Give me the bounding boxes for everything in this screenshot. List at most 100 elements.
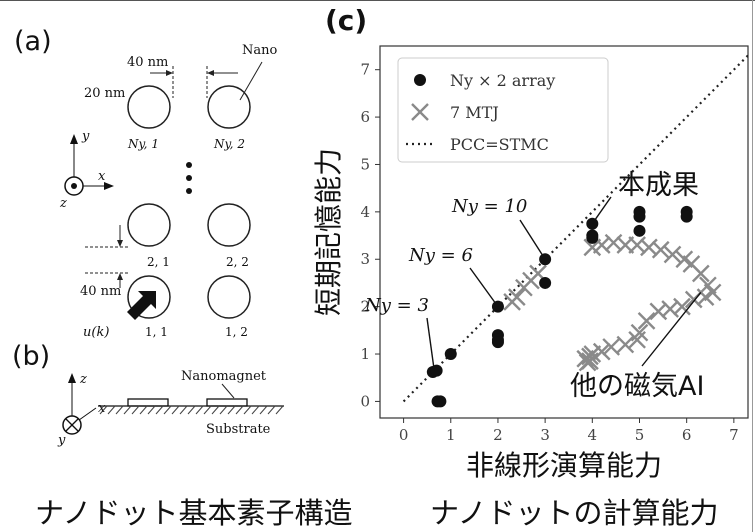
mtj-cross-stroke bbox=[651, 240, 670, 259]
legend-cross-icon bbox=[411, 103, 429, 121]
dim-40nm-left: 40 nm bbox=[80, 284, 121, 299]
dim-vert-arrowhead-top bbox=[117, 240, 123, 247]
axis-y-label-b: y bbox=[57, 433, 66, 448]
mtj-cross-stroke bbox=[673, 297, 691, 316]
y-tick-label: 5 bbox=[360, 155, 370, 173]
nanodot-1-2 bbox=[207, 275, 251, 319]
nanodot-1-1 bbox=[127, 275, 171, 319]
dim-vert-arrowhead-bottom bbox=[117, 273, 123, 280]
array-point bbox=[430, 364, 443, 377]
mtj-cross-stroke bbox=[592, 236, 611, 254]
x-tick-label: 7 bbox=[729, 426, 739, 444]
legend-label: 7 MTJ bbox=[450, 103, 499, 122]
dot-label-ny-2: Ny, 2 bbox=[213, 137, 245, 151]
annotation-label: 他の磁気AI bbox=[570, 371, 704, 402]
array-point bbox=[444, 348, 457, 361]
substrate-hatching bbox=[99, 405, 284, 415]
axis-z-out-dot bbox=[71, 183, 77, 189]
nanodot-ny-1 bbox=[127, 85, 171, 129]
input-label: u(k) bbox=[83, 325, 109, 340]
array-point bbox=[633, 224, 646, 237]
mtj-point-marker bbox=[616, 335, 635, 354]
y-tick-label: 6 bbox=[360, 108, 370, 126]
mtj-cross-stroke bbox=[602, 338, 621, 356]
annotation-label: Ny = 3 bbox=[364, 295, 429, 316]
mtj-point-marker bbox=[661, 300, 680, 318]
x-tick-label: 4 bbox=[588, 426, 598, 444]
input-arrow bbox=[127, 291, 156, 320]
axis-x-label: x bbox=[98, 169, 106, 184]
y-tick-label: 2 bbox=[360, 298, 370, 316]
x-axis-label: 非線形演算能力 bbox=[466, 449, 662, 482]
right-border bbox=[752, 0, 753, 532]
mtj-point-marker bbox=[651, 240, 670, 259]
dim-20nm: 20 nm bbox=[84, 86, 125, 101]
annotation-leader bbox=[641, 291, 702, 367]
array-point bbox=[680, 210, 693, 223]
nanodot-ny-2 bbox=[207, 85, 251, 129]
y-tick-label: 3 bbox=[360, 250, 370, 268]
x-tick-label: 1 bbox=[446, 426, 456, 444]
mtj-cross-stroke bbox=[581, 347, 599, 366]
mtj-cross-stroke bbox=[691, 264, 710, 283]
array-point bbox=[434, 395, 447, 408]
legend-label: PCC=STMC bbox=[450, 135, 549, 154]
array-point bbox=[491, 300, 504, 313]
legend-dot-icon bbox=[414, 74, 426, 86]
nanomagnet-2 bbox=[206, 398, 248, 407]
annotation-label: 本成果 bbox=[618, 170, 699, 201]
array-point bbox=[633, 210, 646, 223]
nanomagnet-leader bbox=[221, 383, 235, 399]
axis-x-arrowhead bbox=[104, 182, 114, 190]
dot-label-2-1: 2, 1 bbox=[147, 255, 170, 269]
nanodot-2-2 bbox=[207, 203, 251, 247]
y-tick-label: 0 bbox=[360, 392, 370, 410]
annotation-leader bbox=[426, 317, 435, 371]
y-tick-label: 7 bbox=[360, 61, 370, 79]
x-tick-label: 3 bbox=[540, 426, 550, 444]
mtj-point-marker bbox=[663, 245, 682, 264]
nano-label: Nano bbox=[242, 43, 277, 58]
panel-b-label: (b) bbox=[12, 341, 50, 372]
legend-box bbox=[397, 57, 609, 163]
mtj-cross-stroke bbox=[699, 276, 717, 295]
y-tick-label: 1 bbox=[360, 345, 370, 363]
mtj-cross-stroke bbox=[637, 312, 656, 330]
mtj-point-marker bbox=[578, 353, 597, 372]
annotation-leader bbox=[469, 267, 499, 308]
mtj-point-marker bbox=[581, 347, 599, 366]
x-tick-label: 5 bbox=[635, 426, 645, 444]
y-axis-label: 短期記憶能力 bbox=[312, 148, 345, 316]
plot-frame bbox=[379, 45, 749, 419]
caption-right: ナノドットの計算能力 bbox=[430, 496, 719, 530]
x-tick-label: 0 bbox=[399, 426, 409, 444]
mtj-cross-stroke bbox=[649, 302, 668, 321]
mtj-point-marker bbox=[637, 312, 656, 330]
axis-z-label: z bbox=[59, 196, 67, 211]
mtj-cross-stroke bbox=[682, 255, 701, 273]
y-tick-label: 4 bbox=[360, 203, 370, 221]
dim-40nm-top: 40 nm bbox=[127, 55, 168, 70]
dot-label-2-2: 2, 2 bbox=[226, 255, 249, 269]
array-point bbox=[491, 336, 504, 349]
dot-label-ny-1: Ny, 1 bbox=[127, 137, 159, 151]
caption-left: ナノドット基本素子構造 bbox=[35, 496, 353, 530]
mtj-cross-stroke bbox=[696, 288, 715, 307]
nanodot-2-1 bbox=[127, 203, 171, 247]
annotation-leader bbox=[519, 219, 546, 260]
mtj-point-marker bbox=[649, 302, 668, 321]
axis-x-label-b: x bbox=[98, 401, 106, 416]
mtj-point-marker bbox=[628, 236, 646, 254]
mtj-cross-stroke bbox=[529, 264, 547, 283]
mtj-point-marker bbox=[696, 288, 715, 307]
array-point bbox=[586, 231, 599, 244]
mtj-point-marker bbox=[691, 264, 710, 283]
axis-y-label: y bbox=[81, 129, 90, 144]
x-tick-label: 6 bbox=[682, 426, 692, 444]
mtj-point-marker bbox=[640, 238, 658, 257]
mtj-cross-stroke bbox=[675, 250, 694, 269]
axis-z-label-b: z bbox=[79, 372, 87, 387]
mtj-cross-stroke bbox=[507, 288, 526, 307]
array-point bbox=[539, 276, 552, 289]
